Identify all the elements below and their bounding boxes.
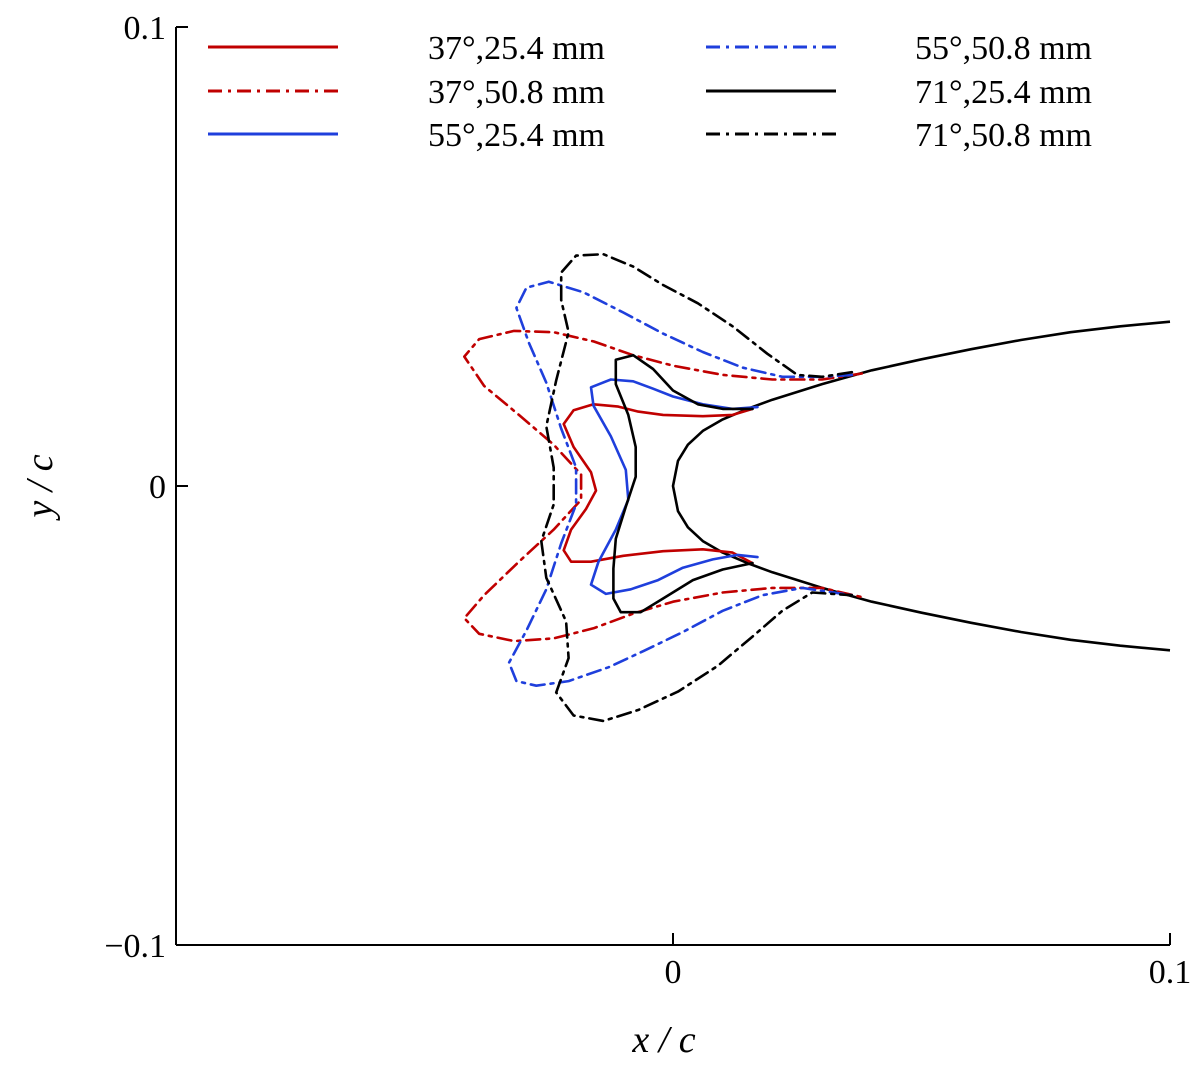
legend-label-3: 55°,25.4 mm <box>428 117 605 154</box>
series-line-3 <box>589 378 759 596</box>
legend-label-6: 71°,50.8 mm <box>915 117 1092 154</box>
airfoil-surface-line <box>671 320 1171 652</box>
x-tick-label: 0.1 <box>1149 954 1192 991</box>
series-line-5 <box>612 353 754 614</box>
y-tick-label: −0.1 <box>104 928 166 965</box>
legend: 37°,25.4 mm 37°,50.8 mm 55°,25.4 mm 55°,50.… <box>208 30 1092 154</box>
plot-curves <box>463 252 1171 723</box>
x-tick-label: 0 <box>665 954 682 991</box>
x-axis-label: x / c <box>631 1019 695 1061</box>
legend-label-1: 37°,25.4 mm <box>428 30 605 67</box>
y-axis-label: y / c <box>19 454 61 521</box>
y-tick-label: 0 <box>149 469 166 506</box>
series-line-1 <box>562 403 754 565</box>
tick-labels: 0 0.1 0.1 0 −0.1 <box>104 10 1191 991</box>
series-line-6 <box>540 252 854 723</box>
legend-label-5: 71°,25.4 mm <box>915 74 1092 111</box>
legend-label-2: 37°,50.8 mm <box>428 74 605 111</box>
y-tick-label: 0.1 <box>124 10 167 47</box>
tick-marks <box>176 26 1171 946</box>
series-line-4 <box>507 280 854 687</box>
legend-label-4: 55°,50.8 mm <box>915 30 1092 67</box>
